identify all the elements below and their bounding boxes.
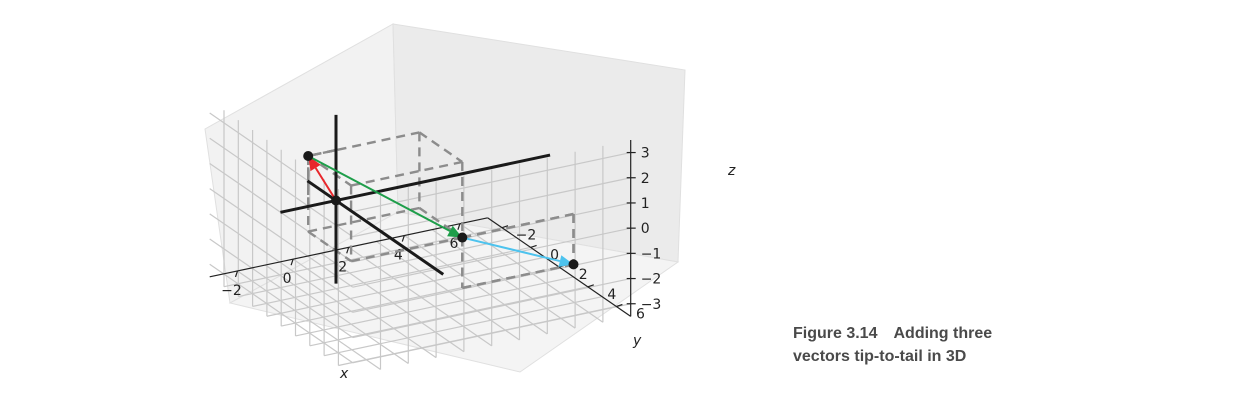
y-tick-label: 6	[636, 307, 645, 323]
figure-number: Figure 3.14	[793, 325, 878, 342]
grid-line	[223, 227, 503, 288]
grid-line	[352, 303, 631, 364]
z-tick-label: −3	[641, 297, 662, 313]
x-tick	[234, 270, 239, 278]
y-tick	[530, 244, 537, 248]
vector-2-shaft	[307, 155, 451, 232]
point-3	[568, 259, 579, 270]
grid-line	[295, 276, 574, 337]
z-tick-label: 1	[641, 196, 650, 212]
grid-line	[352, 151, 631, 213]
x-tick-label: 2	[338, 259, 347, 275]
box-edge	[462, 212, 574, 239]
figure-caption: Figure 3.14 Adding three vectors tip-to-t…	[793, 322, 1093, 368]
x-tick-label: −2	[221, 283, 242, 299]
grid-line	[352, 277, 631, 339]
grid-line	[209, 238, 354, 339]
z-axis-label: z	[727, 163, 736, 179]
y-axis-label: y	[632, 333, 642, 349]
point-1	[303, 151, 314, 161]
x-tick	[346, 247, 350, 254]
x-axis-label: x	[339, 366, 349, 382]
grid-line	[352, 227, 631, 288]
caption-text: Adding three	[893, 325, 993, 342]
grid-line	[352, 177, 631, 238]
box-edge	[307, 230, 352, 263]
z-tick-label: −2	[641, 272, 662, 288]
box-edge	[418, 131, 463, 163]
grid-line	[266, 256, 546, 317]
z-tick-label: 2	[641, 171, 650, 187]
y-tick	[587, 284, 594, 288]
box-edge	[307, 155, 352, 187]
y-tick-label: −2	[516, 228, 537, 244]
tick-labels: −2 0 2 4 6 −2 0 2 4 6 3 2 1 0 −1 −2 −3	[221, 146, 661, 323]
box-edge	[350, 236, 463, 263]
grid-line	[309, 286, 588, 347]
x-tick	[290, 258, 294, 266]
caption-line-1: Figure 3.14 Adding three	[793, 322, 1093, 345]
point-2	[457, 232, 468, 243]
dashed-boxes	[307, 131, 575, 290]
y-tick-label: 0	[550, 247, 559, 263]
z-tick-label: 3	[641, 146, 650, 162]
x-tick-label: 6	[449, 236, 458, 252]
y-tick	[501, 225, 509, 229]
y-tick-label: 4	[607, 287, 616, 303]
y-tick	[616, 303, 623, 308]
grid-line	[352, 252, 631, 313]
y-tick-label: 2	[579, 267, 588, 283]
x-tick	[457, 223, 461, 230]
grid-line	[209, 188, 354, 288]
caption-line-2: vectors tip-to-tail in 3D	[793, 348, 967, 365]
grid-lines	[209, 110, 631, 370]
box-edge	[350, 160, 463, 187]
z-tick-label: 0	[641, 221, 650, 237]
origin-y-axis	[306, 179, 445, 276]
chart-panes	[204, 23, 686, 373]
origin-x-axis	[280, 153, 551, 214]
grid-line	[209, 263, 354, 364]
box-edge	[307, 131, 420, 158]
x-tick-label: 0	[283, 271, 292, 287]
box-edge	[462, 263, 574, 290]
vector-3-shaft	[462, 236, 561, 263]
x-tick	[401, 235, 405, 242]
grid-line	[323, 296, 603, 357]
point-0	[331, 195, 341, 206]
z-tick-label: −1	[641, 246, 662, 262]
box-edge	[418, 207, 463, 239]
x-tick-label: 4	[394, 248, 403, 264]
grid-line	[209, 137, 354, 238]
box-edge	[307, 206, 420, 233]
grid-line	[238, 236, 517, 298]
grid-line	[252, 246, 531, 307]
vector-1-shaft	[314, 167, 337, 202]
grid-line	[209, 213, 354, 313]
vector-tip-points	[303, 151, 579, 270]
